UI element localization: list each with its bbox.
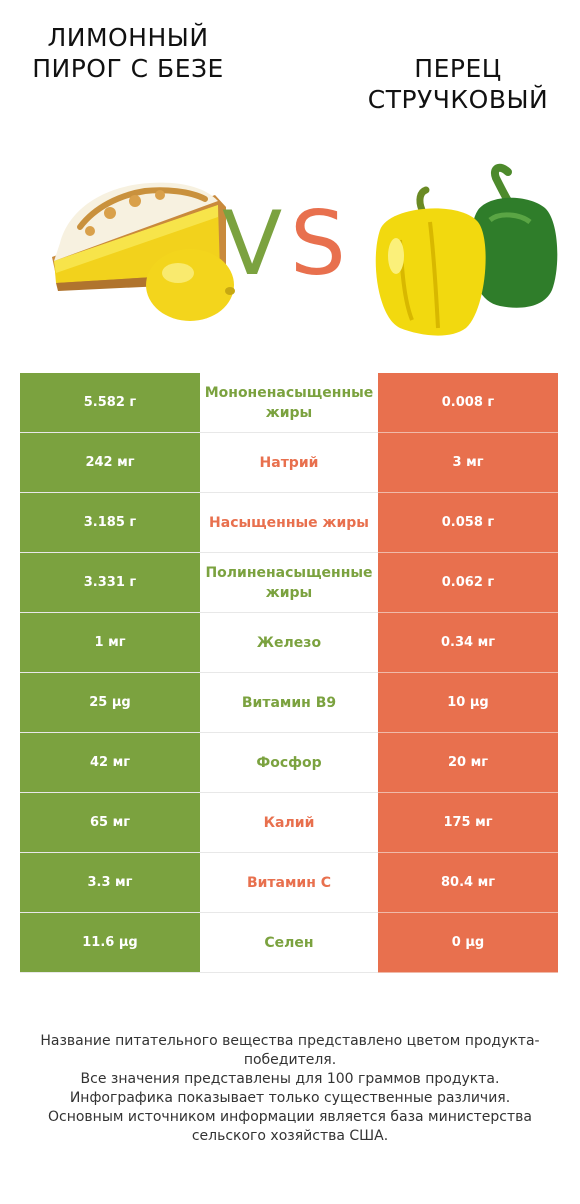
- left-value: 3.331 г: [20, 553, 200, 612]
- row-divider: [378, 972, 558, 973]
- row-divider: [378, 432, 558, 433]
- vs-letter-s: S: [290, 192, 346, 295]
- nutrient-name: Калий: [263, 814, 315, 831]
- right-product-title: ПЕРЕЦ СТРУЧКОВЫЙ: [367, 54, 549, 114]
- row-divider: [20, 852, 200, 853]
- nutrient-name-cell: Мононенасыщенные жиры: [200, 373, 378, 432]
- nutrient-name-cell: Насыщенные жиры: [200, 493, 378, 552]
- right-value: 10 µg: [378, 673, 558, 732]
- table-row: 42 мг Фосфор 20 мг: [20, 733, 558, 793]
- row-divider: [20, 672, 200, 673]
- row-divider: [20, 972, 200, 973]
- table-row: 5.582 г Мононенасыщенные жиры 0.008 г: [20, 373, 558, 433]
- right-value: 20 мг: [378, 733, 558, 792]
- nutrient-name: Фосфор: [256, 754, 322, 771]
- row-divider: [200, 972, 378, 973]
- right-value: 0.008 г: [378, 373, 558, 432]
- row-divider: [378, 792, 558, 793]
- row-divider: [20, 552, 200, 553]
- vs-letter-v: V: [222, 192, 283, 295]
- nutrient-name-cell: Калий: [200, 793, 378, 852]
- left-value: 25 µg: [20, 673, 200, 732]
- nutrient-name: Селен: [264, 934, 314, 951]
- right-value: 0.058 г: [378, 493, 558, 552]
- footnote-line-4: Основным источником информации является …: [48, 1109, 532, 1144]
- row-divider: [200, 612, 378, 613]
- nutrient-name-cell: Витамин B9: [200, 673, 378, 732]
- row-divider: [200, 492, 378, 493]
- footnote: Название питательного вещества представл…: [20, 1032, 560, 1146]
- left-value: 5.582 г: [20, 373, 200, 432]
- nutrient-name-cell: Витамин C: [200, 853, 378, 912]
- row-divider: [20, 612, 200, 613]
- row-divider: [20, 912, 200, 913]
- table-row: 1 мг Железо 0.34 мг: [20, 613, 558, 673]
- row-divider: [200, 792, 378, 793]
- table-row: 11.6 µg Селен 0 µg: [20, 913, 558, 973]
- right-value: 80.4 мг: [378, 853, 558, 912]
- row-divider: [200, 432, 378, 433]
- left-value: 11.6 µg: [20, 913, 200, 972]
- left-value: 3.185 г: [20, 493, 200, 552]
- row-divider: [20, 732, 200, 733]
- nutrient-name-cell: Натрий: [200, 433, 378, 492]
- row-divider: [378, 912, 558, 913]
- lemon-meringue-pie-image: [52, 182, 235, 321]
- row-divider: [200, 552, 378, 553]
- row-divider: [378, 852, 558, 853]
- nutrient-name: Насыщенные жиры: [209, 514, 369, 531]
- row-divider: [20, 432, 200, 433]
- table-row: 3.185 г Насыщенные жиры 0.058 г: [20, 493, 558, 553]
- right-value: 175 мг: [378, 793, 558, 852]
- left-product-title: ЛИМОННЫЙ ПИРОГ С БЕЗЕ: [32, 23, 224, 83]
- footnote-line-2: Все значения представлены для 100 граммо…: [80, 1071, 500, 1087]
- nutrient-name: Полиненасыщенные жиры: [205, 564, 373, 601]
- table-row: 242 мг Натрий 3 мг: [20, 433, 558, 493]
- nutrient-name-cell: Железо: [200, 613, 378, 672]
- nutrient-name: Витамин C: [246, 874, 332, 891]
- bell-pepper-image: [375, 163, 558, 336]
- row-divider: [378, 672, 558, 673]
- right-value: 0 µg: [378, 913, 558, 972]
- nutrient-name-cell: Фосфор: [200, 733, 378, 792]
- left-value: 42 мг: [20, 733, 200, 792]
- table-row: 65 мг Калий 175 мг: [20, 793, 558, 853]
- right-value: 0.062 г: [378, 553, 558, 612]
- nutrient-name-cell: Селен: [200, 913, 378, 972]
- left-value: 3.3 мг: [20, 853, 200, 912]
- row-divider: [20, 492, 200, 493]
- row-divider: [200, 672, 378, 673]
- left-value: 242 мг: [20, 433, 200, 492]
- row-divider: [378, 732, 558, 733]
- left-value: 1 мг: [20, 613, 200, 672]
- row-divider: [378, 492, 558, 493]
- table-row: 25 µg Витамин B9 10 µg: [20, 673, 558, 733]
- footnote-line-3: Инфографика показывает только существенн…: [69, 1090, 511, 1106]
- right-value: 0.34 мг: [378, 613, 558, 672]
- nutrient-name: Железо: [256, 634, 322, 651]
- nutrient-name: Мононенасыщенные жиры: [204, 384, 374, 421]
- row-divider: [200, 732, 378, 733]
- row-divider: [378, 552, 558, 553]
- table-row: 3.331 г Полиненасыщенные жиры 0.062 г: [20, 553, 558, 613]
- nutrient-name-cell: Полиненасыщенные жиры: [200, 553, 378, 612]
- row-divider: [200, 852, 378, 853]
- right-value: 3 мг: [378, 433, 558, 492]
- row-divider: [200, 912, 378, 913]
- nutrient-name: Натрий: [259, 454, 319, 471]
- footnote-line-1: Название питательного вещества представл…: [40, 1033, 540, 1068]
- left-value: 65 мг: [20, 793, 200, 852]
- row-divider: [378, 612, 558, 613]
- row-divider: [20, 792, 200, 793]
- table-row: 3.3 мг Витамин C 80.4 мг: [20, 853, 558, 913]
- nutrient-name: Витамин B9: [241, 694, 337, 711]
- comparison-table: 5.582 г Мононенасыщенные жиры 0.008 г 242 м…: [20, 373, 558, 973]
